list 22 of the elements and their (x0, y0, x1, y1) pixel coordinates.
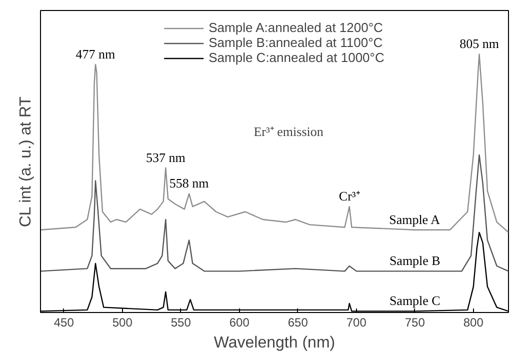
x-tick-label: 500 (112, 316, 133, 330)
x-tick-label: 650 (288, 316, 308, 330)
annotation: 537 nm (146, 150, 186, 165)
x-tick-label: 600 (229, 316, 250, 330)
legend-label: Sample B:annealed at 1100°C (208, 35, 383, 50)
legend-label: Sample C:annealed at 1000°C (208, 50, 384, 65)
annotation: Cr³⁺ (338, 188, 360, 204)
annotation: 558 nm (169, 176, 209, 191)
annotation: Sample A (389, 212, 441, 227)
x-tick-label: 450 (54, 316, 74, 330)
annotation: 477 nm (76, 46, 116, 62)
x-axis-title: Wavelength (nm) (214, 334, 336, 352)
annotation: Sample C (389, 293, 440, 308)
x-tick-label: 550 (170, 316, 192, 330)
annotation: 805 nm (460, 36, 499, 52)
x-tick-label: 750 (404, 316, 426, 330)
legend-label: Sample A:annealed at 1200°C (208, 20, 383, 35)
annotation: Er³⁺ emission (254, 124, 324, 139)
y-axis-title: CL int (a. u.) at RT (18, 96, 34, 228)
x-tick-label: 700 (346, 316, 367, 330)
annotation: Sample B (389, 253, 441, 268)
x-tick-label: 800 (463, 316, 484, 330)
